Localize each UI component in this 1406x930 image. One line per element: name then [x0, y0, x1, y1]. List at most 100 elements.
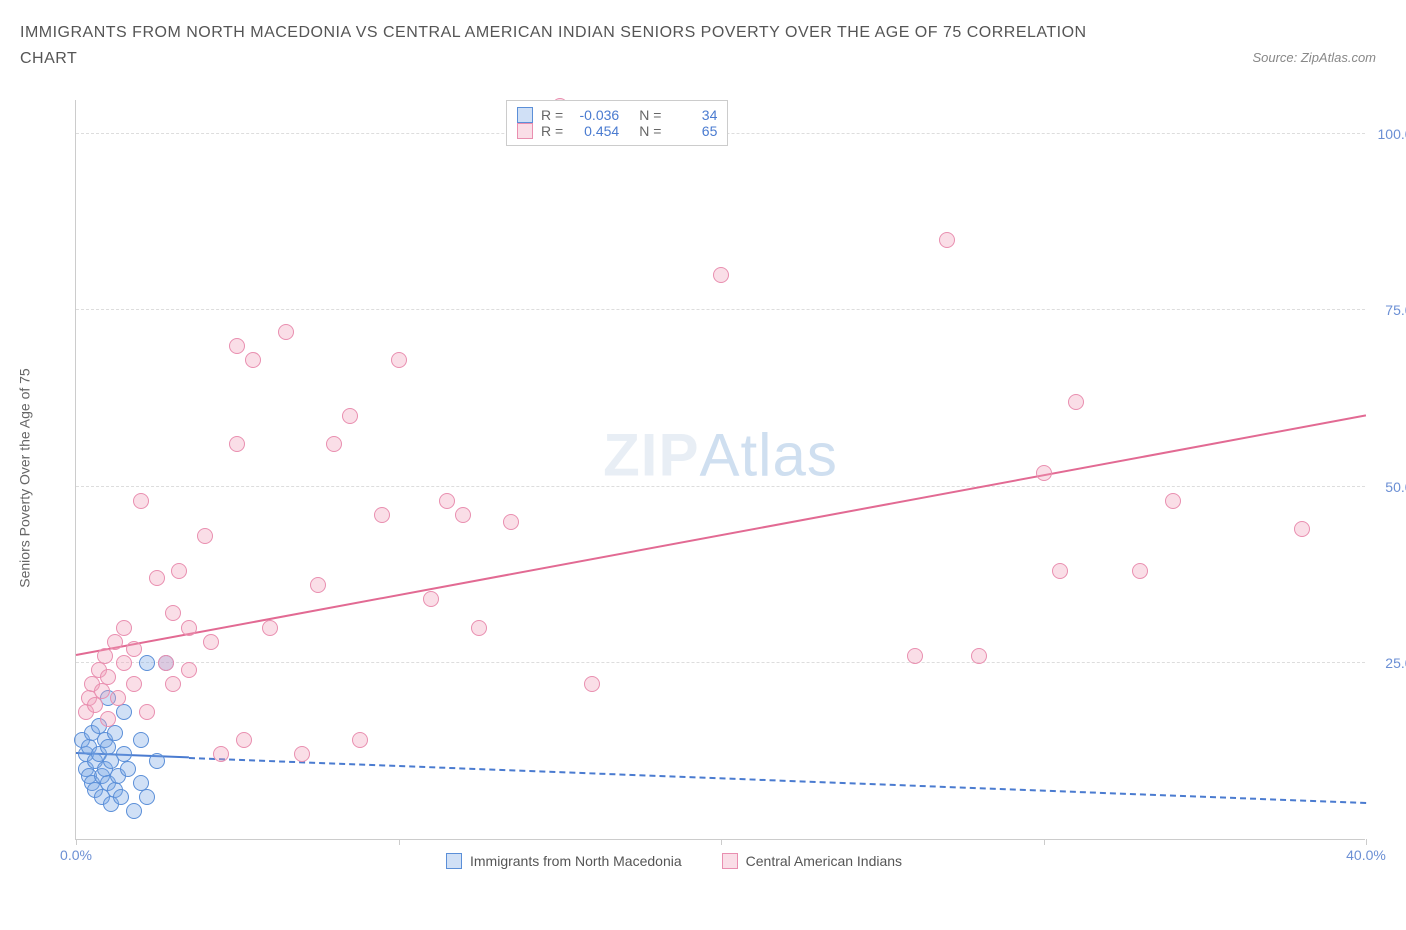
y-tick-label: 100.0%: [1378, 126, 1406, 142]
scatter-point: [455, 507, 471, 523]
scatter-point: [149, 570, 165, 586]
scatter-point: [342, 408, 358, 424]
scatter-point: [971, 648, 987, 664]
scatter-point: [139, 704, 155, 720]
scatter-point: [294, 746, 310, 762]
stat-n-value: 34: [669, 107, 717, 123]
scatter-point: [97, 648, 113, 664]
y-axis-label: Seniors Poverty Over the Age of 75: [17, 368, 33, 587]
scatter-point: [352, 732, 368, 748]
scatter-point: [713, 267, 729, 283]
legend-item: Central American Indians: [722, 853, 902, 869]
scatter-point: [139, 789, 155, 805]
stats-legend: R = -0.036 N = 34 R = 0.454 N = 65: [506, 100, 728, 146]
source-attribution: Source: ZipAtlas.com: [1252, 50, 1376, 65]
legend-label: Immigrants from North Macedonia: [470, 853, 682, 869]
scatter-point: [907, 648, 923, 664]
scatter-point: [1132, 563, 1148, 579]
scatter-point: [245, 352, 261, 368]
scatter-point: [107, 725, 123, 741]
legend-swatch: [517, 123, 533, 139]
series-legend: Immigrants from North Macedonia Central A…: [446, 853, 902, 869]
chart-title: IMMIGRANTS FROM NORTH MACEDONIA VS CENTR…: [20, 20, 1120, 71]
scatter-point: [439, 493, 455, 509]
gridline: [76, 662, 1365, 663]
scatter-point: [197, 528, 213, 544]
watermark-bold: ZIP: [603, 421, 699, 488]
y-tick-label: 50.0%: [1385, 479, 1406, 495]
x-tick-label: 0.0%: [60, 847, 92, 863]
scatter-point: [126, 641, 142, 657]
scatter-point: [471, 620, 487, 636]
scatter-point: [87, 697, 103, 713]
scatter-point: [391, 352, 407, 368]
scatter-point: [171, 563, 187, 579]
scatter-point: [94, 683, 110, 699]
scatter-point: [423, 591, 439, 607]
scatter-point: [133, 732, 149, 748]
scatter-point: [326, 436, 342, 452]
scatter-point: [116, 655, 132, 671]
y-tick-label: 25.0%: [1385, 655, 1406, 671]
stats-legend-row: R = -0.036 N = 34: [517, 107, 717, 123]
scatter-point: [165, 676, 181, 692]
stat-label: R =: [541, 107, 563, 123]
x-tick-mark: [76, 839, 77, 845]
stat-n-value: 65: [669, 123, 717, 139]
legend-item: Immigrants from North Macedonia: [446, 853, 682, 869]
scatter-point: [181, 620, 197, 636]
scatter-point: [310, 577, 326, 593]
legend-swatch: [446, 853, 462, 869]
x-tick-label: 40.0%: [1346, 847, 1386, 863]
scatter-point: [110, 690, 126, 706]
stat-r-value: 0.454: [571, 123, 619, 139]
x-tick-mark: [1366, 839, 1367, 845]
scatter-point: [374, 507, 390, 523]
scatter-point: [1068, 394, 1084, 410]
scatter-point: [116, 620, 132, 636]
legend-swatch: [722, 853, 738, 869]
scatter-point: [1294, 521, 1310, 537]
scatter-point: [158, 655, 174, 671]
scatter-point: [1052, 563, 1068, 579]
x-tick-mark: [1044, 839, 1045, 845]
legend-label: Central American Indians: [746, 853, 902, 869]
scatter-point: [120, 761, 136, 777]
scatter-point: [278, 324, 294, 340]
plot-area: ZIPAtlas 25.0%50.0%75.0%100.0%0.0%40.0%R…: [75, 100, 1365, 840]
scatter-point: [149, 753, 165, 769]
stat-label: R =: [541, 123, 563, 139]
scatter-point: [107, 634, 123, 650]
scatter-point: [181, 662, 197, 678]
scatter-point: [1036, 465, 1052, 481]
scatter-point: [100, 711, 116, 727]
scatter-point: [939, 232, 955, 248]
scatter-point: [236, 732, 252, 748]
legend-swatch: [517, 107, 533, 123]
scatter-point: [262, 620, 278, 636]
scatter-point: [100, 669, 116, 685]
chart-container: IMMIGRANTS FROM NORTH MACEDONIA VS CENTR…: [20, 20, 1386, 910]
scatter-point: [133, 493, 149, 509]
x-tick-mark: [399, 839, 400, 845]
watermark-light: Atlas: [699, 421, 837, 488]
watermark: ZIPAtlas: [603, 420, 838, 489]
scatter-point: [584, 676, 600, 692]
scatter-point: [1165, 493, 1181, 509]
scatter-point: [503, 514, 519, 530]
scatter-point: [229, 338, 245, 354]
scatter-point: [113, 789, 129, 805]
trend-line: [189, 757, 1366, 804]
gridline: [76, 309, 1365, 310]
stat-label: N =: [639, 123, 661, 139]
scatter-point: [213, 746, 229, 762]
scatter-point: [229, 436, 245, 452]
x-tick-mark: [721, 839, 722, 845]
gridline: [76, 486, 1365, 487]
stat-label: N =: [639, 107, 661, 123]
stats-legend-row: R = 0.454 N = 65: [517, 123, 717, 139]
scatter-point: [165, 605, 181, 621]
scatter-point: [139, 655, 155, 671]
stat-r-value: -0.036: [571, 107, 619, 123]
scatter-point: [203, 634, 219, 650]
